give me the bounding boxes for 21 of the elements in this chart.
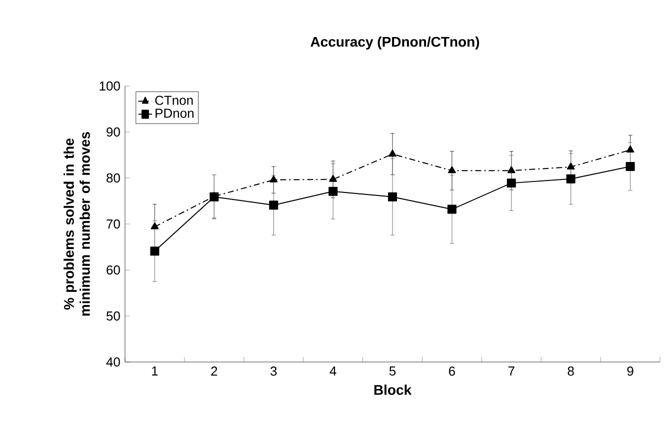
legend-label: PDnon bbox=[156, 108, 194, 118]
y-axis-title: % problems solved in the minimum number of moves bbox=[64, 132, 90, 316]
x-tick-label: 7 bbox=[508, 366, 514, 376]
x-tick-label: 2 bbox=[211, 366, 218, 376]
y-tick-label: 80 bbox=[106, 173, 120, 183]
y-tick-label: 70 bbox=[106, 219, 120, 229]
x-axis-title: Block bbox=[374, 384, 412, 395]
chart-title: Accuracy (PDnon/CTnon) bbox=[310, 36, 480, 50]
x-tick-label: 9 bbox=[627, 366, 634, 376]
y-tick-label: 50 bbox=[106, 311, 120, 321]
y-tick-label: 100 bbox=[100, 81, 120, 91]
y-tick-label: 60 bbox=[106, 265, 120, 275]
x-tick-label: 6 bbox=[448, 366, 455, 376]
y-tick-label: 90 bbox=[106, 127, 120, 137]
legend-label: CTnon bbox=[155, 96, 193, 105]
y-tick-label: 40 bbox=[106, 357, 120, 367]
x-tick-label: 1 bbox=[152, 366, 158, 376]
x-tick-label: 8 bbox=[568, 366, 574, 376]
x-tick-label: 3 bbox=[270, 366, 277, 376]
x-tick-label: 5 bbox=[389, 366, 396, 376]
x-tick-label: 4 bbox=[330, 366, 336, 376]
